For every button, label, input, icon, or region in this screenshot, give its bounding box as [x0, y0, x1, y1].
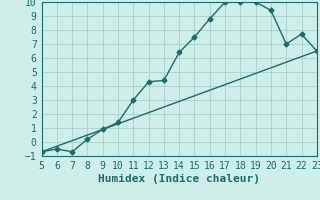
- X-axis label: Humidex (Indice chaleur): Humidex (Indice chaleur): [98, 174, 260, 184]
